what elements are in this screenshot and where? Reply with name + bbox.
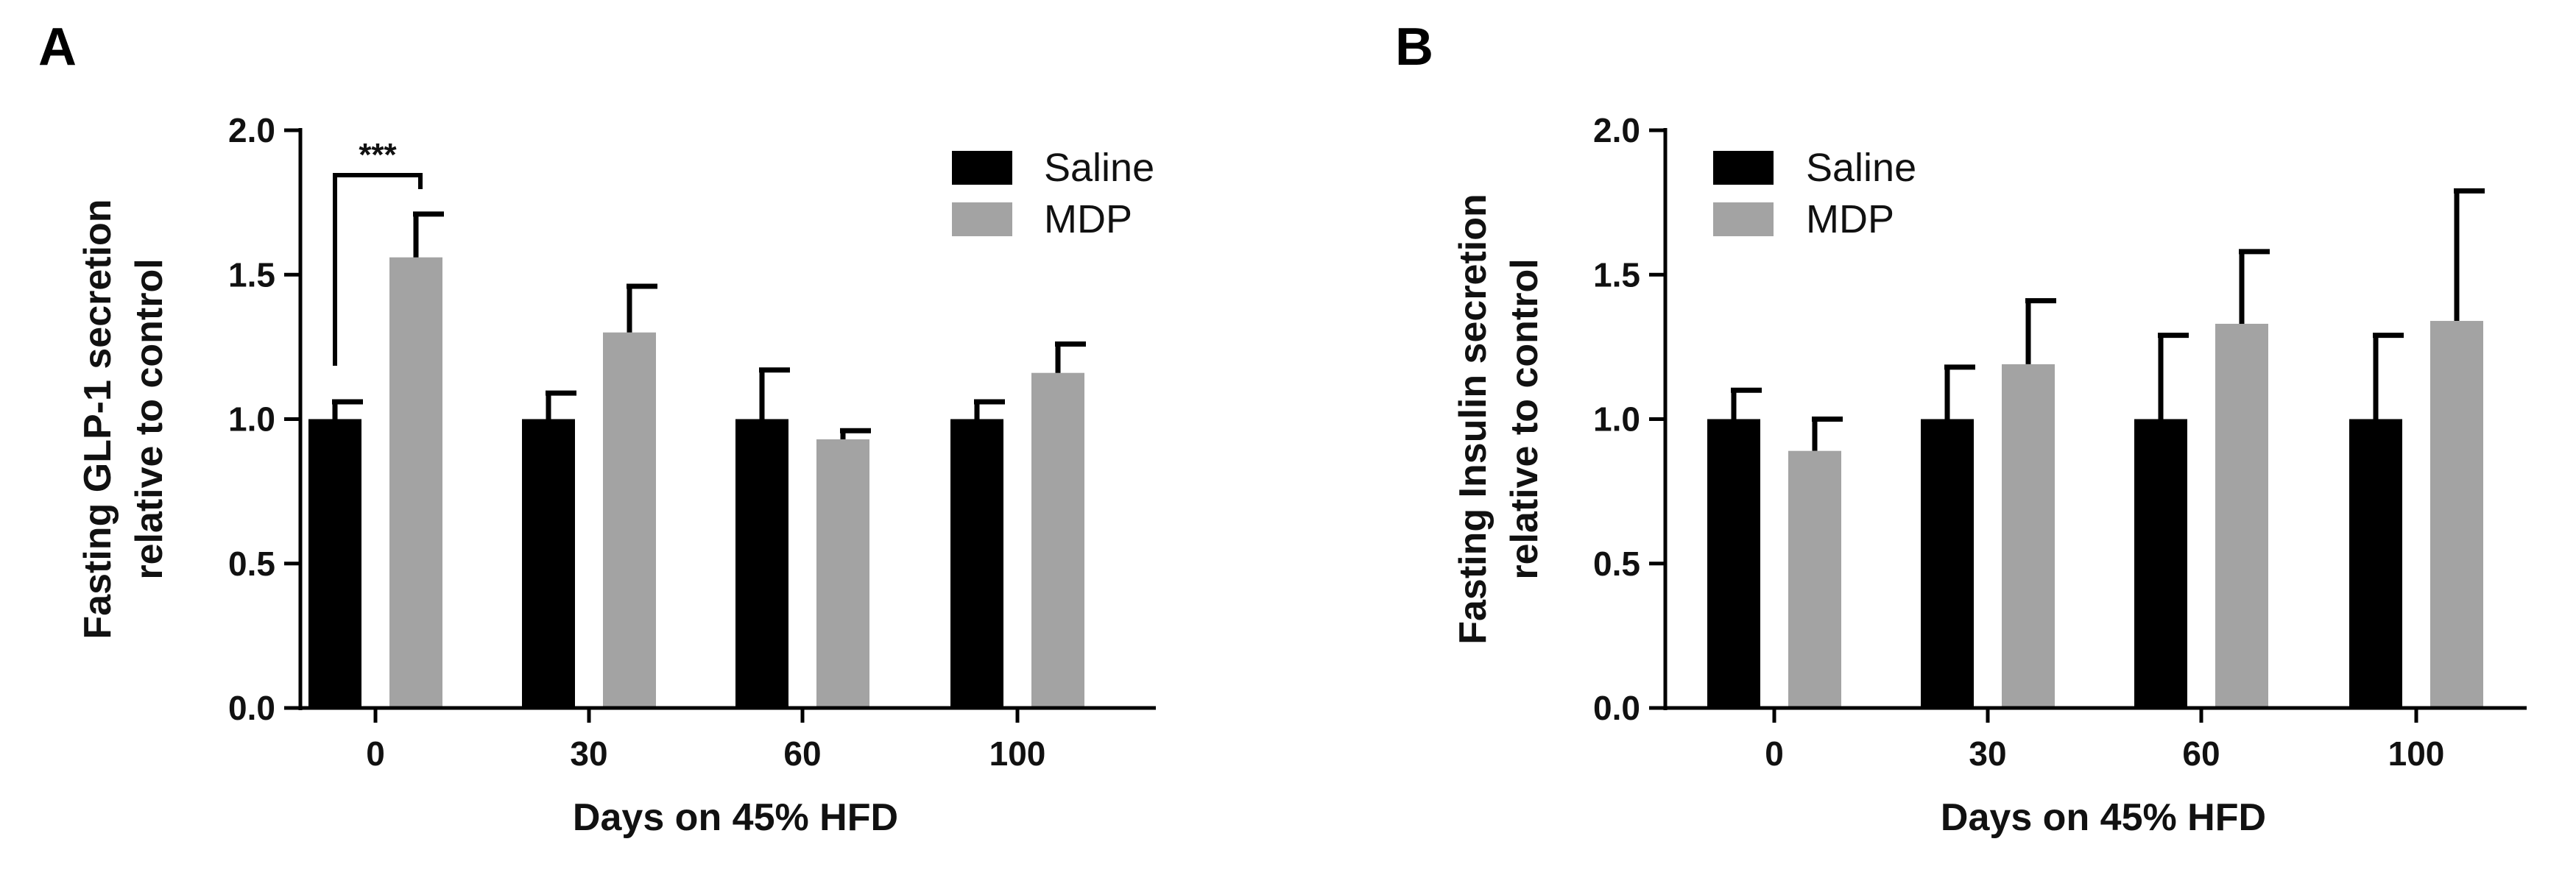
x-tick-label: 0 bbox=[1765, 734, 1784, 773]
bar-mdp-100 bbox=[2430, 321, 2483, 708]
y-tick-label: 1.0 bbox=[1593, 400, 1640, 439]
x-tick-label: 100 bbox=[989, 734, 1046, 773]
panel-a: A 0.0 0.5 1.0 1.5 2.0 0 30 60 100 Days on 45% HFD… bbox=[38, 18, 1156, 839]
significance-label: *** bbox=[359, 137, 397, 173]
bar-mdp-100 bbox=[1031, 372, 1084, 708]
bar-mdp-0 bbox=[1788, 450, 1841, 708]
y-tick-label: 1.5 bbox=[228, 255, 275, 294]
y-tick-label: 0.0 bbox=[1593, 689, 1640, 727]
bar-saline-60 bbox=[735, 419, 788, 708]
legend-swatch-saline bbox=[1713, 151, 1774, 185]
x-tick-label: 60 bbox=[2182, 734, 2220, 773]
legend-label-mdp: MDP bbox=[1044, 197, 1132, 241]
x-tick-label: 60 bbox=[783, 734, 821, 773]
y-axis-title-line-2: relative to control bbox=[1503, 258, 1546, 579]
x-axis-title: Days on 45% HFD bbox=[1941, 796, 2266, 839]
bar-saline-60 bbox=[2134, 419, 2187, 708]
legend-swatch-mdp bbox=[952, 202, 1012, 236]
y-tick-label: 0.5 bbox=[1593, 545, 1640, 583]
bar-mdp-60 bbox=[2215, 323, 2268, 709]
legend-label-mdp: MDP bbox=[1806, 197, 1894, 241]
bar-saline-30 bbox=[522, 419, 575, 708]
bar-mdp-60 bbox=[816, 439, 869, 708]
x-tick-label: 100 bbox=[2388, 734, 2445, 773]
legend-swatch-mdp bbox=[1713, 202, 1774, 236]
panel-a-letter: A bbox=[38, 18, 77, 77]
y-tick-label: 1.0 bbox=[228, 400, 275, 439]
bar-mdp-0 bbox=[389, 257, 442, 708]
y-tick-label: 1.5 bbox=[1593, 255, 1640, 294]
legend-swatch-saline bbox=[952, 151, 1012, 185]
panel-b-letter: B bbox=[1395, 18, 1433, 77]
x-tick-label: 30 bbox=[570, 734, 607, 773]
bar-mdp-30 bbox=[603, 332, 656, 708]
x-axis-title: Days on 45% HFD bbox=[573, 796, 898, 839]
y-axis-title-line-2: relative to control bbox=[128, 258, 171, 579]
bar-saline-100 bbox=[2349, 419, 2402, 708]
y-axis-title-line-1: Fasting Insulin secretion bbox=[1452, 194, 1495, 645]
x-tick-label: 30 bbox=[1969, 734, 2006, 773]
x-tick-label: 0 bbox=[366, 734, 385, 773]
significance-bracket bbox=[333, 173, 423, 366]
y-tick-label: 2.0 bbox=[1593, 111, 1640, 149]
legend-label-saline: Saline bbox=[1806, 146, 1916, 190]
y-axis-title-line-1: Fasting GLP-1 secretion bbox=[77, 199, 119, 639]
y-tick-label: 0.5 bbox=[228, 545, 275, 583]
bar-mdp-30 bbox=[2002, 364, 2055, 708]
y-tick-label: 2.0 bbox=[228, 111, 275, 149]
panel-b: B 0.0 0.5 1.0 1.5 2.0 0 30 60 100 Days on 45% HFD… bbox=[1395, 18, 2527, 839]
bar-saline-0 bbox=[1707, 419, 1760, 708]
legend-label-saline: Saline bbox=[1044, 146, 1154, 190]
bar-saline-100 bbox=[950, 419, 1003, 708]
bar-saline-30 bbox=[1921, 419, 1974, 708]
bar-saline-0 bbox=[308, 419, 361, 708]
y-tick-label: 0.0 bbox=[228, 689, 275, 727]
